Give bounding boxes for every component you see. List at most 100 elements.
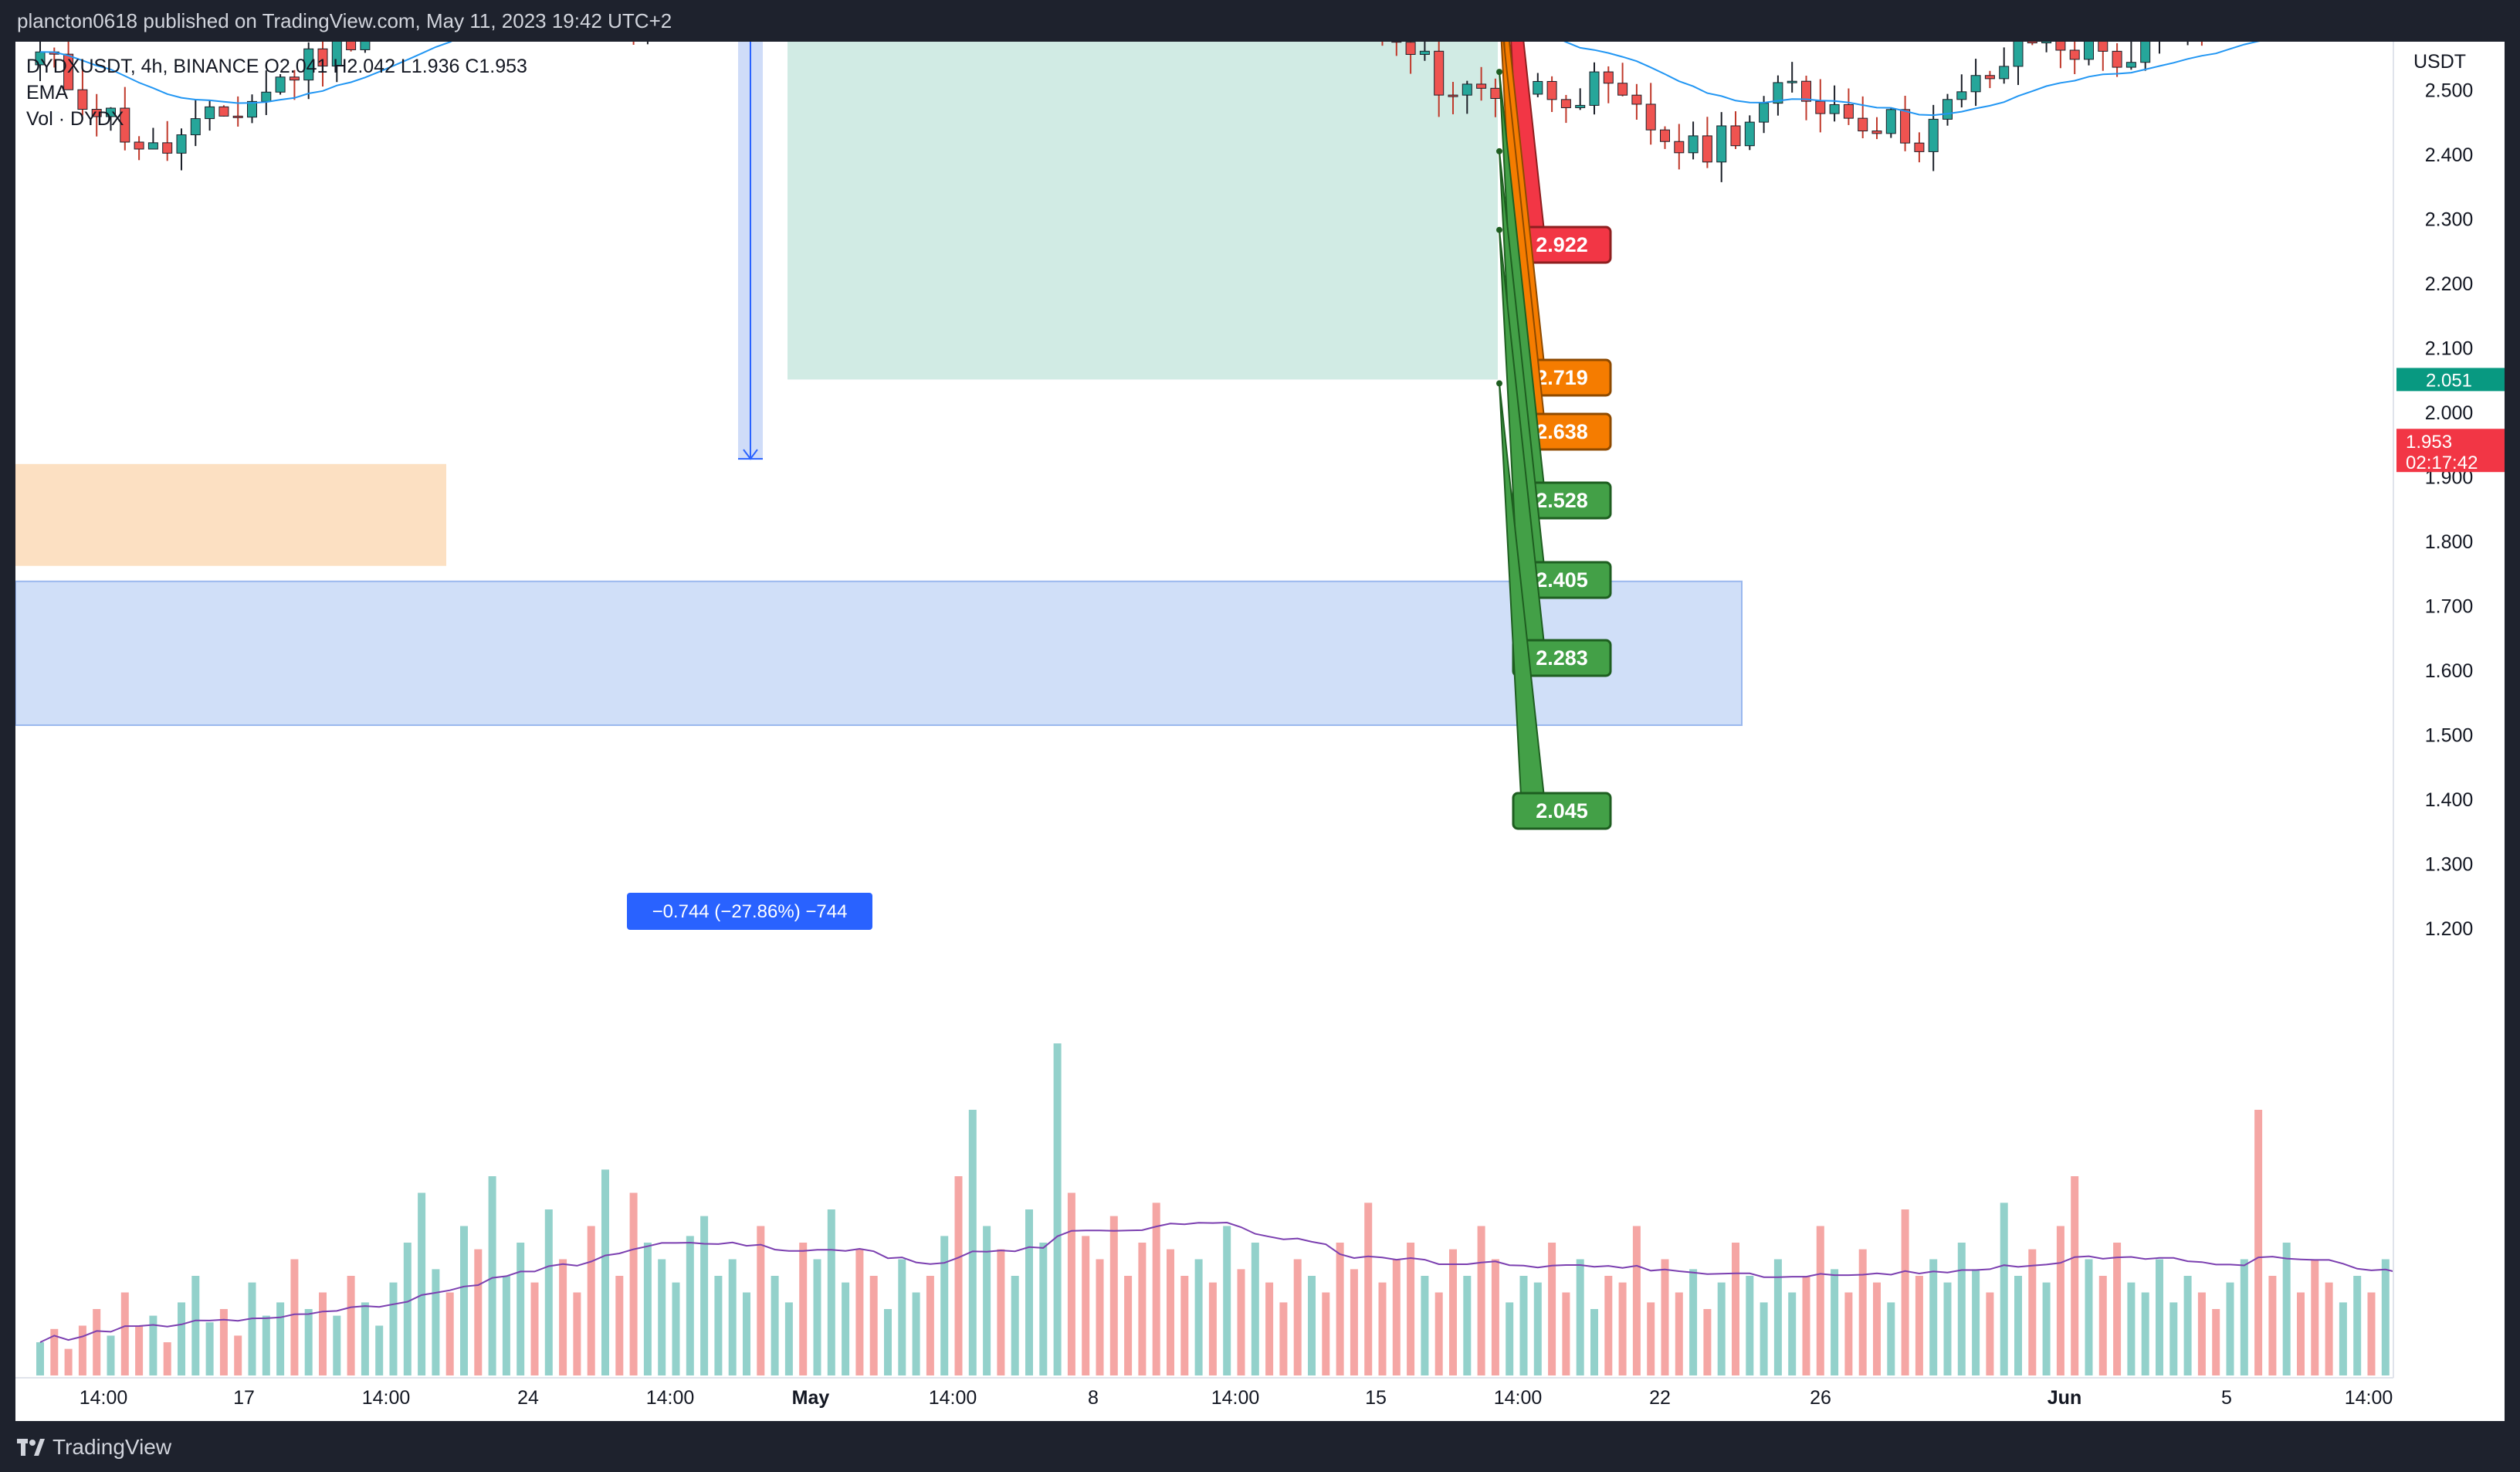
- candle-body: [147, 142, 158, 150]
- volume-bar: [1223, 1226, 1231, 1375]
- volume-bar: [2212, 1309, 2220, 1375]
- volume-bar: [1434, 1292, 1443, 1375]
- volume-bar: [700, 1216, 709, 1375]
- candle-body: [1660, 129, 1670, 142]
- candle-body: [2013, 42, 2024, 67]
- volume-bar: [93, 1309, 101, 1375]
- ema-line: [39, 42, 2261, 117]
- time-tick-label: 14:00: [2345, 1387, 2393, 1409]
- price-tick-label: 1.800: [2425, 531, 2474, 553]
- volume-bar: [658, 1259, 666, 1375]
- volume-bar: [1773, 1259, 1782, 1375]
- volume-bar: [2367, 1292, 2376, 1375]
- volume-bar: [1039, 1243, 1048, 1375]
- volume-bar: [954, 1176, 963, 1375]
- volume-bar: [559, 1259, 567, 1375]
- time-tick-label: 14:00: [1494, 1387, 1543, 1409]
- volume-bar: [601, 1169, 609, 1375]
- volume-bar: [205, 1322, 214, 1375]
- candle-body: [317, 48, 328, 67]
- price-tick-label: 1.500: [2425, 725, 2474, 747]
- candle-body: [289, 76, 300, 81]
- candle-body: [1405, 42, 1416, 55]
- volume-bar: [997, 1249, 1005, 1375]
- candle-body: [1631, 94, 1642, 105]
- volume-bar: [2056, 1226, 2064, 1375]
- volume-bar: [1449, 1249, 1457, 1375]
- volume-bar: [1548, 1243, 1556, 1375]
- candles-layer: [35, 42, 2203, 182]
- volume-bar: [1802, 1276, 1810, 1375]
- volume-bar: [290, 1259, 299, 1375]
- volume-bar: [2014, 1276, 2022, 1375]
- volume-bar: [643, 1243, 652, 1375]
- current-price-value: 1.953: [2406, 432, 2452, 453]
- candle-body: [106, 107, 116, 117]
- volume-bar: [757, 1226, 765, 1375]
- volume-bar: [1632, 1226, 1641, 1375]
- level-callout-target: 2.283: [1496, 226, 1612, 677]
- volume-bar: [530, 1282, 539, 1375]
- volume-bar: [2240, 1259, 2248, 1375]
- level-box: [1512, 792, 1612, 830]
- candle-body: [1434, 50, 1445, 96]
- volume-bar: [672, 1282, 680, 1375]
- volume-bar: [319, 1292, 327, 1375]
- candle-body: [331, 42, 342, 67]
- zones-layer: Sell zone 🍤: [15, 42, 1743, 726]
- volume-bar: [389, 1282, 398, 1375]
- chart-svg[interactable]: Sell zone 🍤 2.922 2.719 2.638 2.528 2.405 2.2…: [15, 42, 2505, 1421]
- chart-frame[interactable]: Sell zone 🍤 2.922 2.719 2.638 2.528 2.405 2.2…: [15, 42, 2505, 1421]
- volume-bar: [2226, 1282, 2234, 1375]
- volume-bar: [1491, 1259, 1499, 1375]
- volume-bar: [163, 1342, 171, 1375]
- candle-body: [1730, 125, 1741, 147]
- volume-bar: [1858, 1249, 1867, 1375]
- level-label: 2.719: [1536, 366, 1588, 389]
- candle-body: [1956, 91, 1967, 100]
- candle-body: [1815, 100, 1826, 114]
- volume-bar: [191, 1276, 200, 1375]
- candle-body: [190, 118, 201, 136]
- time-tick-label: 17: [233, 1387, 255, 1409]
- tradingview-logo[interactable]: TradingView: [17, 1435, 171, 1460]
- volume-bar: [1675, 1292, 1683, 1375]
- volume-bar: [304, 1309, 313, 1375]
- candle-body: [346, 42, 357, 50]
- volume-bar: [1844, 1292, 1853, 1375]
- candle-body: [1773, 82, 1783, 104]
- volume-bar: [248, 1282, 256, 1375]
- volume-bar: [573, 1292, 581, 1375]
- volume-bar: [1957, 1243, 1966, 1375]
- candle-body: [1419, 50, 1430, 55]
- volume-bar: [2254, 1110, 2263, 1375]
- volume-bar: [2282, 1243, 2291, 1375]
- volume-bar: [1025, 1209, 1033, 1375]
- candle-body: [1448, 94, 1458, 97]
- volume-bar: [418, 1192, 426, 1375]
- candle-body: [1702, 135, 1712, 163]
- candle-body: [2084, 42, 2094, 60]
- volume-bar: [1590, 1309, 1598, 1375]
- time-tick-label: 14:00: [646, 1387, 695, 1409]
- footer-bar: TradingView: [0, 1421, 2520, 1472]
- volume-bar: [615, 1276, 624, 1375]
- profit-zone: [788, 42, 1498, 380]
- volume-bar: [1760, 1302, 1768, 1375]
- volume-bar: [1124, 1276, 1133, 1375]
- volume-bar: [2311, 1259, 2319, 1375]
- candle-body: [205, 106, 215, 120]
- volume-bar: [1576, 1259, 1584, 1375]
- volume-bar: [587, 1226, 595, 1375]
- candle-body: [63, 53, 74, 90]
- volume-bar: [1350, 1269, 1358, 1375]
- candle-body: [1533, 80, 1543, 95]
- volume-bar: [1929, 1259, 1938, 1375]
- candle-body: [1984, 75, 1995, 80]
- volume-bar: [1237, 1269, 1245, 1375]
- legend-volume: Vol · DYDX: [26, 108, 124, 130]
- volume-bar: [1717, 1282, 1726, 1375]
- volume-bar: [1308, 1276, 1316, 1375]
- tradingview-logo-icon: [17, 1439, 45, 1456]
- candle-body: [1928, 118, 1939, 152]
